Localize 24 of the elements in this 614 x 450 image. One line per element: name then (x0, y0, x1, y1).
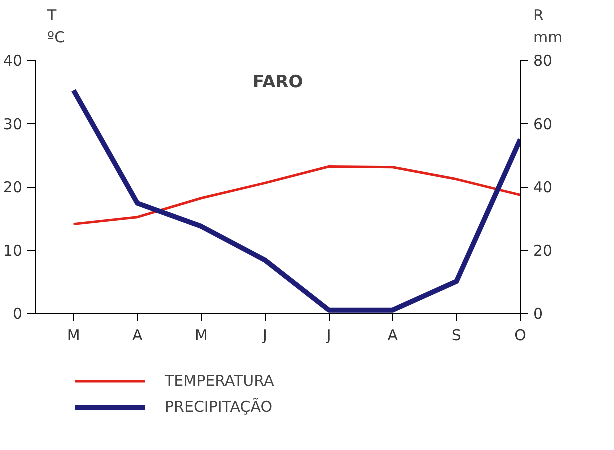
y2-tick-label: 60 (534, 115, 553, 134)
y2-tick-label: 0 (534, 305, 544, 323)
y-tick-label: 20 (3, 178, 23, 196)
x-tick-label: J (262, 326, 268, 344)
y2-tick-label: 80 (534, 52, 553, 70)
legend-label: TEMPERATURA (165, 372, 274, 390)
y2-tick-label: 40 (534, 178, 553, 196)
y-tick-label: 40 (3, 52, 23, 70)
x-tick-label: S (452, 326, 462, 344)
line-series (72, 166, 520, 226)
x-tick-label: O (514, 326, 526, 344)
y-axis-title: T ºC (46, 6, 66, 46)
x-tick-label: M (67, 326, 80, 344)
x-tick-label: A (388, 326, 399, 344)
x-tick-label: J (326, 326, 332, 344)
text: FARO (252, 72, 304, 92)
legend-label: PRECIPITAÇÃO (165, 398, 273, 416)
x-tick-label: A (132, 326, 144, 344)
x-tick-label: M (194, 326, 208, 344)
y-tick-label: 30 (3, 115, 23, 134)
y2-axis-title: R mm (534, 6, 563, 46)
y-tick-label: 10 (3, 242, 23, 260)
y-tick-label: 0 (12, 305, 23, 323)
y2-tick-label: 20 (534, 242, 553, 260)
